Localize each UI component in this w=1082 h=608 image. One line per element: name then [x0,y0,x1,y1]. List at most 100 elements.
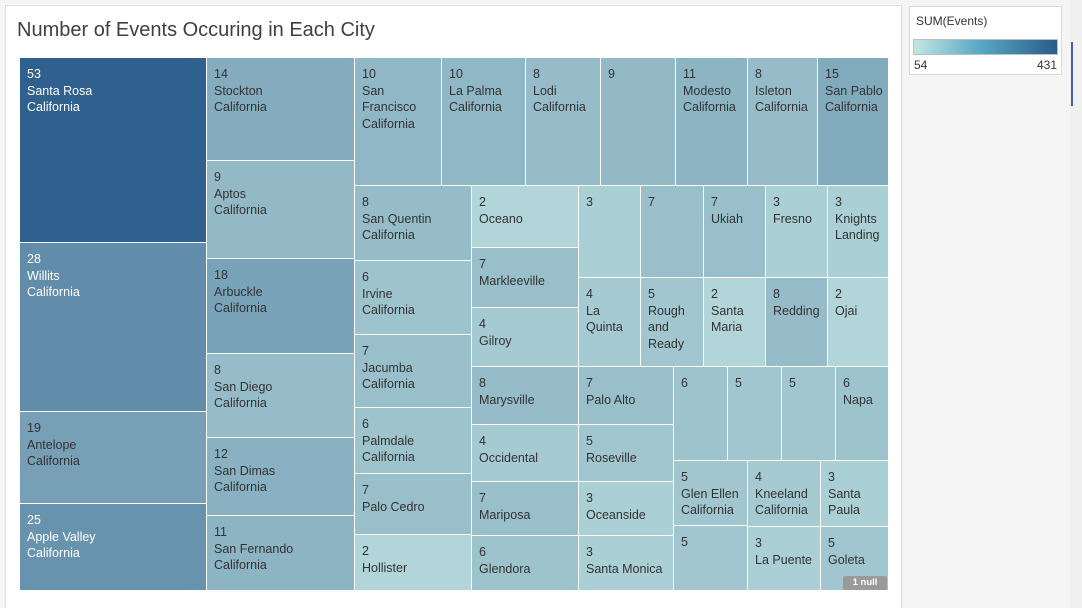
tile-label: 3 Santa Paula [828,469,886,519]
tile-state: California [27,100,80,114]
tile-label: 7 Mariposa [479,490,576,523]
tile-city: La Quinta [586,303,623,335]
treemap-tile[interactable]: 6 Napa [836,367,889,461]
tile-label: 4 Kneeland California [755,469,818,519]
treemap-tile[interactable]: 53 Santa Rosa California [20,58,207,243]
scrollbar-thumb[interactable] [1071,42,1073,106]
treemap-tile[interactable]: 5 Glen Ellen California [674,461,748,526]
tile-state: California [362,303,415,317]
tile-state: California [214,558,267,572]
tile-value: 3 [586,491,593,505]
tile-label: 9 Aptos California [214,169,352,219]
tile-label: 53 Santa Rosa California [27,66,204,116]
tile-value: 2 [479,195,486,209]
tile-value: 7 [479,491,486,505]
treemap-tile[interactable]: 6 [674,367,728,461]
tile-city: Santa Monica [586,561,663,576]
treemap-tile[interactable]: 8 San Quentin California [355,186,472,261]
treemap-tile[interactable]: 3 La Puente [748,527,821,591]
treemap-tile[interactable]: 7 Palo Alto [579,367,674,425]
treemap-tile[interactable]: 15 San Pablo California [818,58,889,186]
treemap-tile[interactable]: 7 [641,186,704,278]
treemap-tile[interactable]: 11 Modesto California [676,58,748,186]
treemap-tile[interactable]: 18 Arbuckle California [207,259,355,354]
treemap-tile[interactable]: 2 Oceano [472,186,579,248]
treemap-tile[interactable]: 5 [674,526,748,591]
treemap-tile[interactable]: 3 Oceanside [579,482,674,536]
tile-city: Antelope [27,437,77,452]
treemap-tile[interactable]: 2 Hollister [355,535,472,591]
treemap-tile[interactable]: 7 Jacumba California [355,335,472,408]
treemap-tile[interactable]: 5 Rough and Ready [641,278,704,367]
treemap-tile[interactable]: 4 Kneeland California [748,461,821,527]
treemap-tile[interactable]: 6 Glendora [472,536,579,591]
tile-value: 10 [362,67,376,81]
tile-city: San Quentin [362,211,432,226]
null-indicator-badge[interactable]: 1 null [843,576,887,590]
tile-state: California [825,100,878,114]
tile-city: Oceano [479,211,523,226]
tile-city: Willits [27,268,60,283]
scrollbar-track[interactable] [1070,0,1082,608]
treemap-tile[interactable]: 2 Santa Maria [704,278,766,367]
tile-label: 18 Arbuckle California [214,267,352,317]
tile-label: 11 Modesto California [683,66,745,116]
treemap-tile[interactable]: 14 Stockton California [207,58,355,161]
tile-label: 8 San Diego California [214,362,352,412]
tile-value: 7 [362,344,369,358]
treemap-tile[interactable]: 6 Irvine California [355,261,472,335]
treemap-tile[interactable]: 9 Aptos California [207,161,355,259]
treemap-tile[interactable]: 8 Redding [766,278,828,367]
tile-label: 6 Palmdale California [362,416,469,466]
tile-city: Marysville [479,392,535,407]
treemap-tile[interactable]: 2 Ojai [828,278,889,367]
treemap-tile[interactable]: 3 Knights Landing [828,186,889,278]
treemap-tile[interactable]: 4 Occidental [472,425,579,482]
treemap-tile[interactable]: 6 Palmdale California [355,408,472,474]
treemap-tile[interactable]: 3 Fresno [766,186,828,278]
treemap-tile[interactable]: 10 San Francisco California [355,58,442,186]
treemap-tile[interactable]: 3 Santa Monica [579,536,674,591]
treemap-tile[interactable]: 25 Apple Valley California [20,504,207,591]
tile-value: 3 [828,470,835,484]
treemap-tile[interactable]: 8 Marysville [472,367,579,425]
tile-state: California [27,546,80,560]
tile-value: 4 [479,317,486,331]
tile-value: 5 [681,470,688,484]
treemap-tile[interactable]: 7 Palo Cedro [355,474,472,535]
treemap-tile[interactable]: 8 San Diego California [207,354,355,438]
treemap-tile[interactable]: 8 Lodi California [526,58,601,186]
treemap-tile[interactable]: 7 Markleeville [472,248,579,308]
treemap-tile[interactable]: 3 [579,186,641,278]
tile-city: Aptos [214,186,246,201]
treemap-tile[interactable]: 5 Roseville [579,425,674,482]
tile-value: 10 [449,67,463,81]
tile-value: 53 [27,67,41,81]
treemap-tile[interactable]: 4 Gilroy [472,308,579,367]
tile-value: 9 [214,170,221,184]
tile-label: 8 Isleton California [755,66,815,116]
tile-state: California [214,480,267,494]
treemap-tile[interactable]: 5 [728,367,782,461]
treemap-tile[interactable]: 10 La Palma California [442,58,526,186]
tile-value: 2 [711,287,718,301]
treemap-tile[interactable]: 12 San Dimas California [207,438,355,516]
treemap-tile[interactable]: 19 Antelope California [20,412,207,504]
treemap-tile[interactable]: 3 Santa Paula [821,461,889,527]
treemap-tile[interactable]: 9 [601,58,676,186]
treemap-tile[interactable]: 4 La Quinta [579,278,641,367]
tile-label: 10 San Francisco California [362,66,439,132]
treemap-tile[interactable]: 11 San Fernando California [207,516,355,591]
tile-city: Glen Ellen [681,486,739,501]
tile-city: Gilroy [479,333,512,348]
treemap-tile[interactable]: 28 Willits California [20,243,207,412]
treemap-tile[interactable]: 8 Isleton California [748,58,818,186]
tile-label: 6 Napa [843,375,886,408]
treemap-tile[interactable]: 7 Ukiah [704,186,766,278]
treemap-tile[interactable]: 5 [782,367,836,461]
treemap-tile[interactable]: 7 Mariposa [472,482,579,536]
tile-value: 9 [608,67,615,81]
tile-state: California [214,100,267,114]
tile-value: 8 [362,195,369,209]
tile-label: 4 Gilroy [479,316,576,349]
